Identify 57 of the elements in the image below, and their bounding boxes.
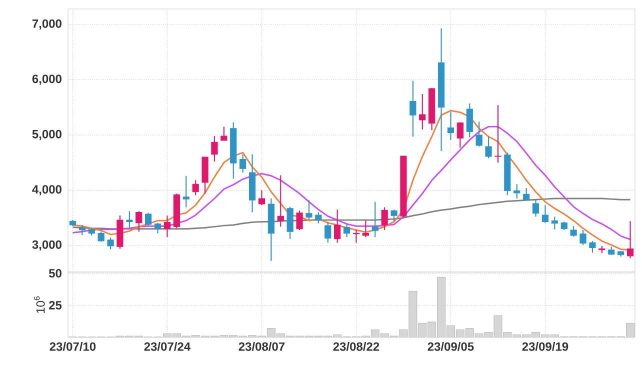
candlestick [456,122,464,148]
candlestick [296,210,303,231]
candlestick [494,104,502,164]
candlestick [343,223,350,238]
y-tick-label: 3,000 [32,240,62,251]
y-tick-label: 5,000 [32,130,62,140]
y-axis-title: 10$^{6}$ [34,296,45,313]
y-tick-label: 7,000 [32,19,62,30]
candlestick [580,229,586,246]
candlestick [192,180,199,196]
x-tick-label: 23/08/22 [333,342,380,351]
candlestick [334,209,341,244]
candlestick [164,215,171,238]
x-tick-label: 23/09/19 [522,342,568,351]
candlestick [145,212,152,226]
candlestick [476,121,482,148]
candlestick [362,220,369,238]
x-tick-label: 23/09/05 [428,342,474,351]
candlestick [315,212,322,224]
x-tick-label: 23/07/10 [50,342,96,351]
y-tick-label: 25 [49,301,62,310]
candlestick [532,199,540,218]
x-tick-label: 23/08/07 [238,342,285,351]
y-tick-label: 50 [48,269,62,278]
candlestick [514,184,520,200]
candlestick [352,229,360,244]
candlestick [324,221,332,244]
candlestick [466,102,473,138]
candlestick [542,204,549,224]
candlestick [419,94,426,130]
candlestick [626,220,634,259]
candlestick [286,206,294,240]
candlestick [390,209,398,222]
candlestick [277,174,284,228]
y-tick-label: 6,000 [32,74,62,85]
candlestick [570,226,577,238]
x-tick-label: 23/07/24 [144,342,191,351]
y-tick-label: 4,000 [32,185,62,196]
candlestick [551,216,558,230]
candlestick [154,222,162,234]
candlestick [78,224,86,236]
candlestick [136,210,142,232]
candlestick [220,126,228,142]
candlestick [589,240,596,254]
candlestick [523,187,530,201]
candlestick [211,136,218,162]
candlestick [107,237,114,250]
candlestick [410,80,416,138]
candlestick [240,154,246,174]
candlestick [381,206,388,231]
candlestick [372,201,378,238]
candlestick [126,210,133,229]
candlestick [447,111,454,140]
candlestick [306,200,312,221]
candlestick [485,136,492,159]
candlestick [182,175,190,208]
candlestick [258,190,266,206]
